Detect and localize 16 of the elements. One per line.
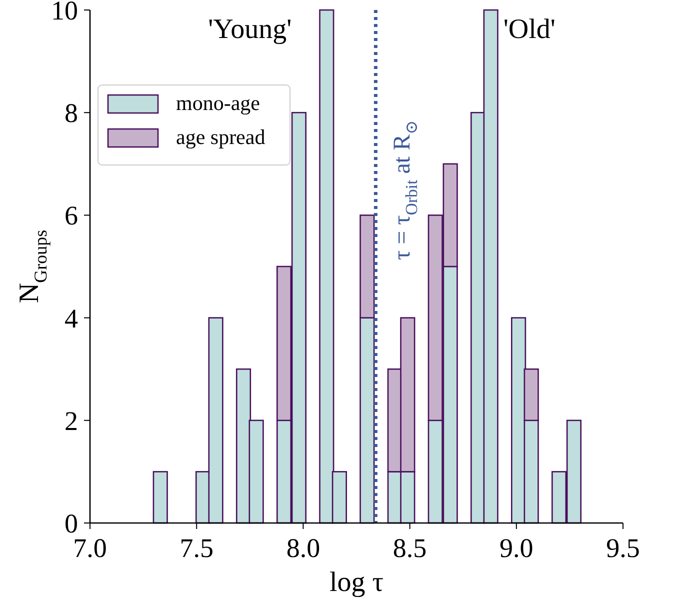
x-tick-label: 8.5 [392, 533, 427, 563]
x-tick-label: 9.0 [500, 533, 534, 563]
x-tick-label: 8.0 [286, 533, 320, 563]
y-tick-label: 2 [64, 406, 78, 436]
y-tick-label: 10 [51, 0, 78, 26]
y-tick-label: 4 [64, 303, 78, 334]
legend-label: age spread [176, 125, 266, 149]
annotation: 'Old' [503, 14, 556, 45]
y-tick-label: 6 [64, 200, 78, 231]
y-tick-label: 8 [64, 98, 78, 128]
x-axis-title: log τ [329, 567, 384, 598]
annotation: 'Young' [208, 14, 292, 45]
bar [152, 471, 168, 524]
x-tick-label: 7.5 [180, 533, 214, 563]
x-tick-label: 9.5 [606, 533, 640, 563]
legend-label: mono-age [176, 91, 260, 115]
